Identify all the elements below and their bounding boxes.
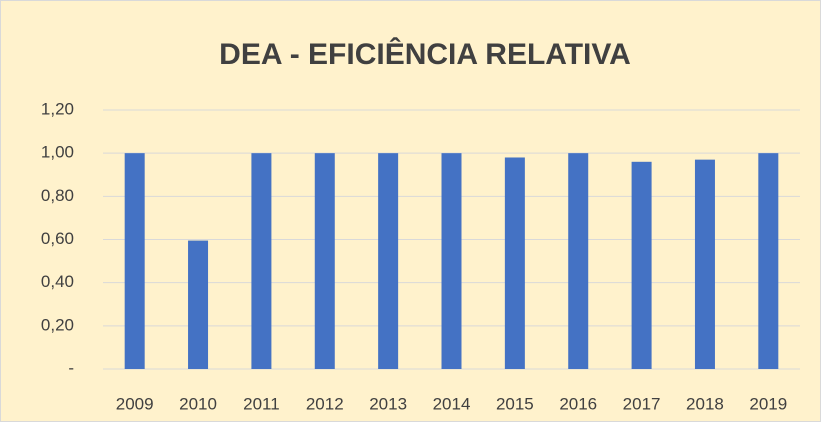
y-tick-label: 0,20	[41, 315, 74, 334]
x-tick-label: 2011	[243, 394, 280, 413]
x-tick-label: 2012	[306, 394, 344, 413]
bar	[124, 153, 145, 369]
x-tick-label: 2018	[686, 394, 724, 413]
bar	[504, 157, 525, 369]
x-tick-label: 2017	[623, 394, 661, 413]
bar	[251, 153, 272, 369]
x-tick-label: 2010	[179, 394, 217, 413]
x-tick-label: 2016	[559, 394, 597, 413]
x-tick-label: 2013	[369, 394, 407, 413]
y-tick-label: 0,60	[41, 229, 74, 248]
bar	[188, 240, 209, 369]
y-tick-label: 1,00	[41, 143, 74, 162]
bar	[694, 159, 715, 369]
x-tick-label: 2009	[116, 394, 154, 413]
x-tick-label: 2019	[749, 394, 787, 413]
bar	[568, 153, 589, 369]
bar	[758, 153, 779, 369]
bar	[314, 153, 335, 369]
bar	[378, 153, 399, 369]
y-tick-label: 0,80	[41, 186, 74, 205]
x-tick-label: 2015	[496, 394, 534, 413]
y-tick-label: 1,20	[41, 99, 74, 118]
chart-title: DEA - EFICIÊNCIA RELATIVA	[219, 37, 631, 71]
bar	[441, 153, 462, 369]
y-tick-label: 0,40	[41, 272, 74, 291]
x-tick-label: 2014	[433, 394, 471, 413]
y-tick-label: -	[68, 358, 74, 377]
bar	[631, 161, 652, 369]
